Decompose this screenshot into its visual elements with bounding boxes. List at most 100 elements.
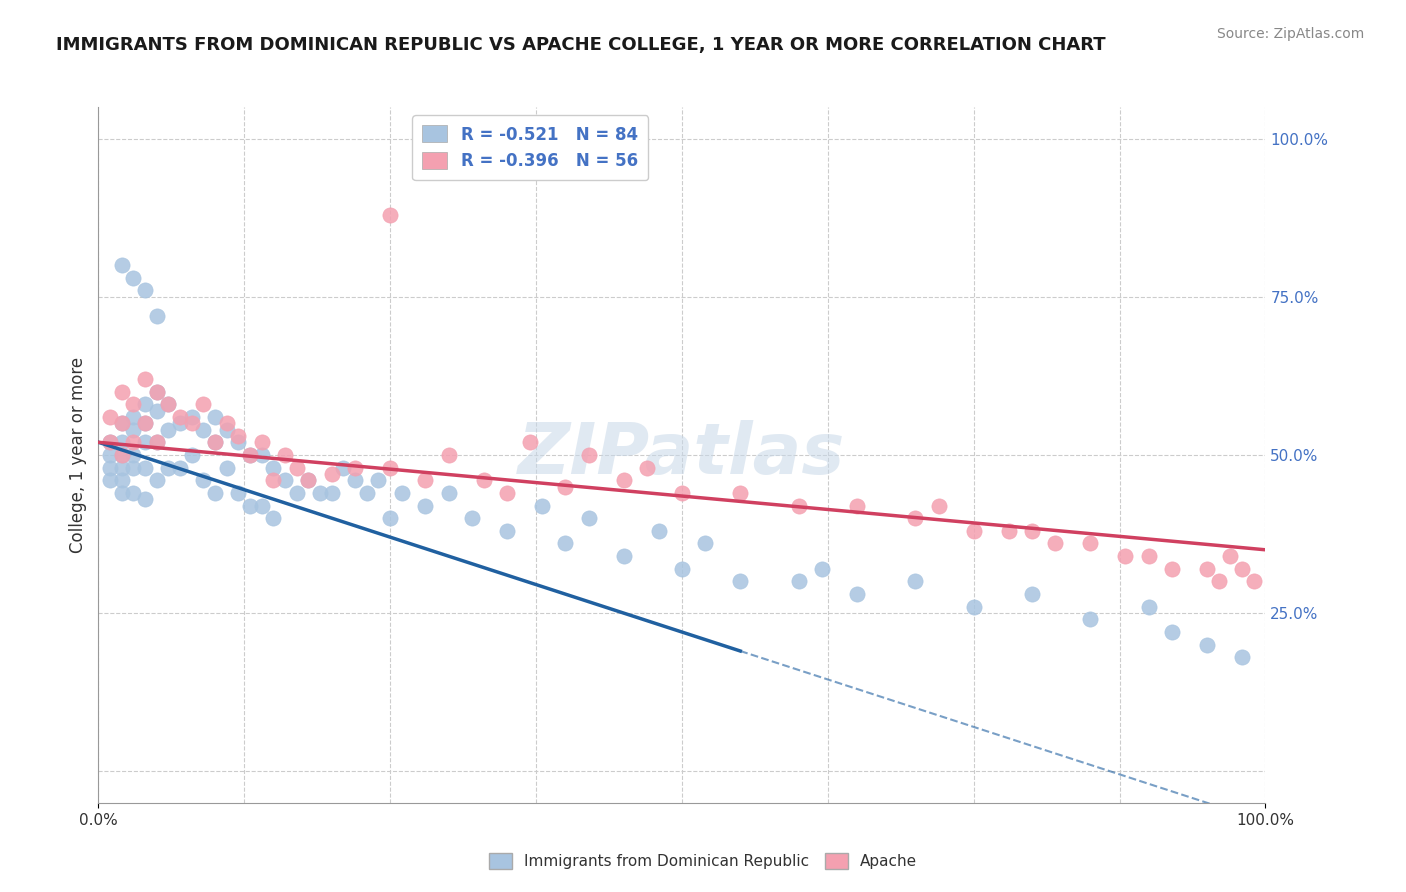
Point xyxy=(239,448,262,462)
Point xyxy=(472,473,495,487)
Point xyxy=(530,499,553,513)
Point xyxy=(613,473,636,487)
Point xyxy=(193,423,215,437)
Point xyxy=(111,448,134,462)
Point xyxy=(239,499,262,513)
Point xyxy=(904,511,927,525)
Point xyxy=(111,486,134,500)
Point xyxy=(391,486,413,500)
Point xyxy=(169,460,191,475)
Point xyxy=(297,473,319,487)
Point xyxy=(111,417,134,431)
Point xyxy=(250,435,273,450)
Point xyxy=(262,511,284,525)
Point xyxy=(180,417,202,431)
Point xyxy=(250,499,273,513)
Point xyxy=(1219,549,1241,563)
Point xyxy=(146,473,169,487)
Point xyxy=(111,473,134,487)
Point xyxy=(413,473,436,487)
Point xyxy=(1161,625,1184,640)
Point xyxy=(111,258,134,272)
Point xyxy=(215,423,238,437)
Point xyxy=(378,208,402,222)
Point xyxy=(519,435,541,450)
Legend: Immigrants from Dominican Republic, Apache: Immigrants from Dominican Republic, Apac… xyxy=(484,847,922,875)
Point xyxy=(122,460,145,475)
Point xyxy=(309,486,332,500)
Text: ZIPatlas: ZIPatlas xyxy=(519,420,845,490)
Point xyxy=(122,409,145,424)
Point xyxy=(111,435,134,450)
Point xyxy=(122,448,145,462)
Point xyxy=(98,435,121,450)
Point xyxy=(846,587,869,601)
Point xyxy=(228,435,250,450)
Point xyxy=(239,448,262,462)
Point xyxy=(1080,612,1102,626)
Point xyxy=(122,435,145,450)
Point xyxy=(962,599,984,614)
Point xyxy=(636,460,658,475)
Point xyxy=(134,460,156,475)
Point xyxy=(730,486,752,500)
Point xyxy=(461,511,484,525)
Point xyxy=(111,417,134,431)
Point xyxy=(904,574,927,589)
Point xyxy=(204,409,226,424)
Point xyxy=(98,460,121,475)
Point xyxy=(613,549,636,563)
Point xyxy=(215,460,238,475)
Point xyxy=(962,524,984,538)
Point xyxy=(157,460,180,475)
Point xyxy=(1045,536,1067,550)
Point xyxy=(157,423,180,437)
Point xyxy=(111,448,134,462)
Point xyxy=(1243,574,1265,589)
Point xyxy=(228,486,250,500)
Point xyxy=(134,417,156,431)
Point xyxy=(180,448,202,462)
Point xyxy=(846,499,869,513)
Point xyxy=(787,574,810,589)
Point xyxy=(578,511,600,525)
Point xyxy=(98,435,121,450)
Point xyxy=(228,429,250,443)
Point xyxy=(811,562,834,576)
Point xyxy=(928,499,950,513)
Point xyxy=(437,448,460,462)
Text: Source: ZipAtlas.com: Source: ZipAtlas.com xyxy=(1216,27,1364,41)
Point xyxy=(146,309,169,323)
Point xyxy=(1208,574,1230,589)
Point xyxy=(1230,650,1253,665)
Point xyxy=(495,486,517,500)
Point xyxy=(274,473,297,487)
Point xyxy=(1137,549,1160,563)
Point xyxy=(378,511,402,525)
Point xyxy=(274,448,297,462)
Point xyxy=(1021,524,1043,538)
Point xyxy=(146,384,169,399)
Point xyxy=(321,486,343,500)
Point xyxy=(215,417,238,431)
Point xyxy=(98,473,121,487)
Y-axis label: College, 1 year or more: College, 1 year or more xyxy=(69,357,87,553)
Point xyxy=(122,397,145,411)
Point xyxy=(111,384,134,399)
Point xyxy=(122,270,145,285)
Point xyxy=(285,486,308,500)
Point xyxy=(413,499,436,513)
Point xyxy=(250,448,273,462)
Point xyxy=(193,397,215,411)
Point xyxy=(332,460,354,475)
Point xyxy=(1114,549,1136,563)
Point xyxy=(285,460,308,475)
Point xyxy=(134,435,156,450)
Point xyxy=(122,423,145,437)
Point xyxy=(262,473,284,487)
Point xyxy=(730,574,752,589)
Text: IMMIGRANTS FROM DOMINICAN REPUBLIC VS APACHE COLLEGE, 1 YEAR OR MORE CORRELATION: IMMIGRANTS FROM DOMINICAN REPUBLIC VS AP… xyxy=(56,36,1107,54)
Point xyxy=(344,460,367,475)
Point xyxy=(787,499,810,513)
Point xyxy=(169,417,191,431)
